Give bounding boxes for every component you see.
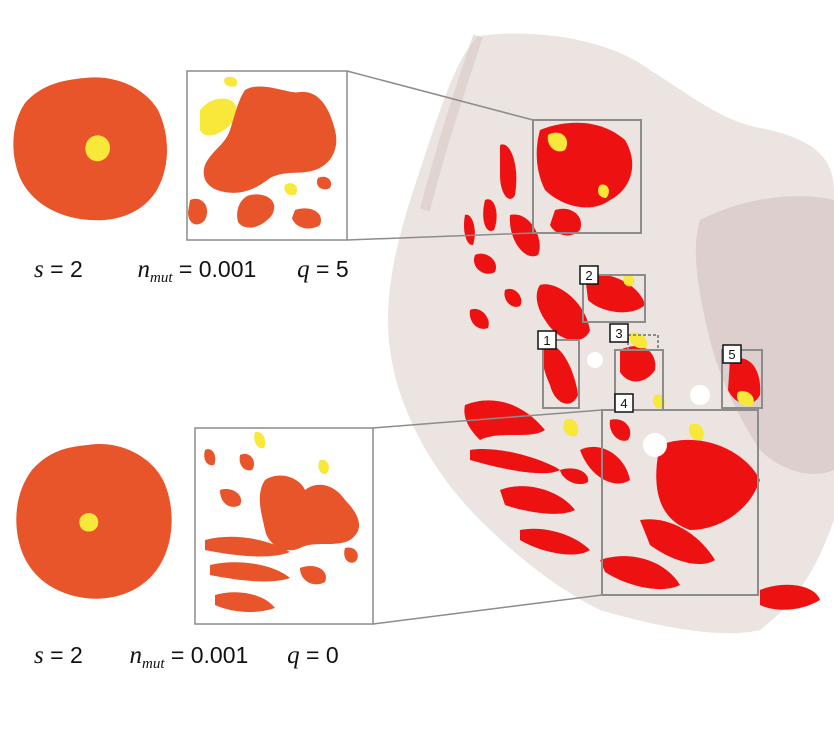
param-s-top: s = 2: [34, 256, 83, 283]
simulation-top: [13, 70, 348, 241]
zoom-connectors: [346, 70, 603, 625]
region-label-4: 4: [614, 393, 634, 413]
mutant-clone-top: [85, 135, 110, 162]
tissue-mutant-regions: [547, 132, 754, 441]
tissue-slide: 1 2 3 4 5: [388, 33, 834, 634]
param-row-bottom: s = 2 nmut = 0.001 q = 0: [34, 642, 339, 673]
region-label-4-text: 4: [620, 396, 627, 411]
tissue-edge-shading: [420, 34, 483, 212]
param-nmut-bottom: nmut = 0.001: [129, 642, 249, 672]
region-label-2-text: 2: [585, 268, 592, 283]
param-s-bottom: s = 2: [34, 642, 83, 669]
param-nmut-top: nmut = 0.001: [137, 256, 257, 286]
region-label-1-text: 1: [543, 333, 550, 348]
simulation-bottom: [16, 427, 374, 625]
region-label-5-text: 5: [728, 347, 735, 362]
tissue-mucosa: [695, 196, 834, 474]
region-label-1: 1: [537, 330, 557, 350]
region-label-3-text: 3: [615, 326, 622, 341]
zoom-panel-bottom-content: [204, 431, 360, 612]
region-label-3: 3: [609, 323, 629, 343]
param-row-top: s = 2 nmut = 0.001 q = 5: [34, 256, 349, 287]
region-label-5: 5: [722, 344, 742, 364]
mutant-clone-bottom: [79, 513, 99, 532]
tissue-holes: [587, 352, 710, 457]
param-q-bottom: q = 0: [287, 642, 339, 669]
tissue-tumor-regions: [463, 122, 820, 610]
param-q-top: q = 5: [297, 256, 349, 283]
zoom-panel-top-content: [188, 76, 337, 229]
tissue-region-boxes: [532, 119, 763, 596]
region-label-2: 2: [579, 265, 599, 285]
